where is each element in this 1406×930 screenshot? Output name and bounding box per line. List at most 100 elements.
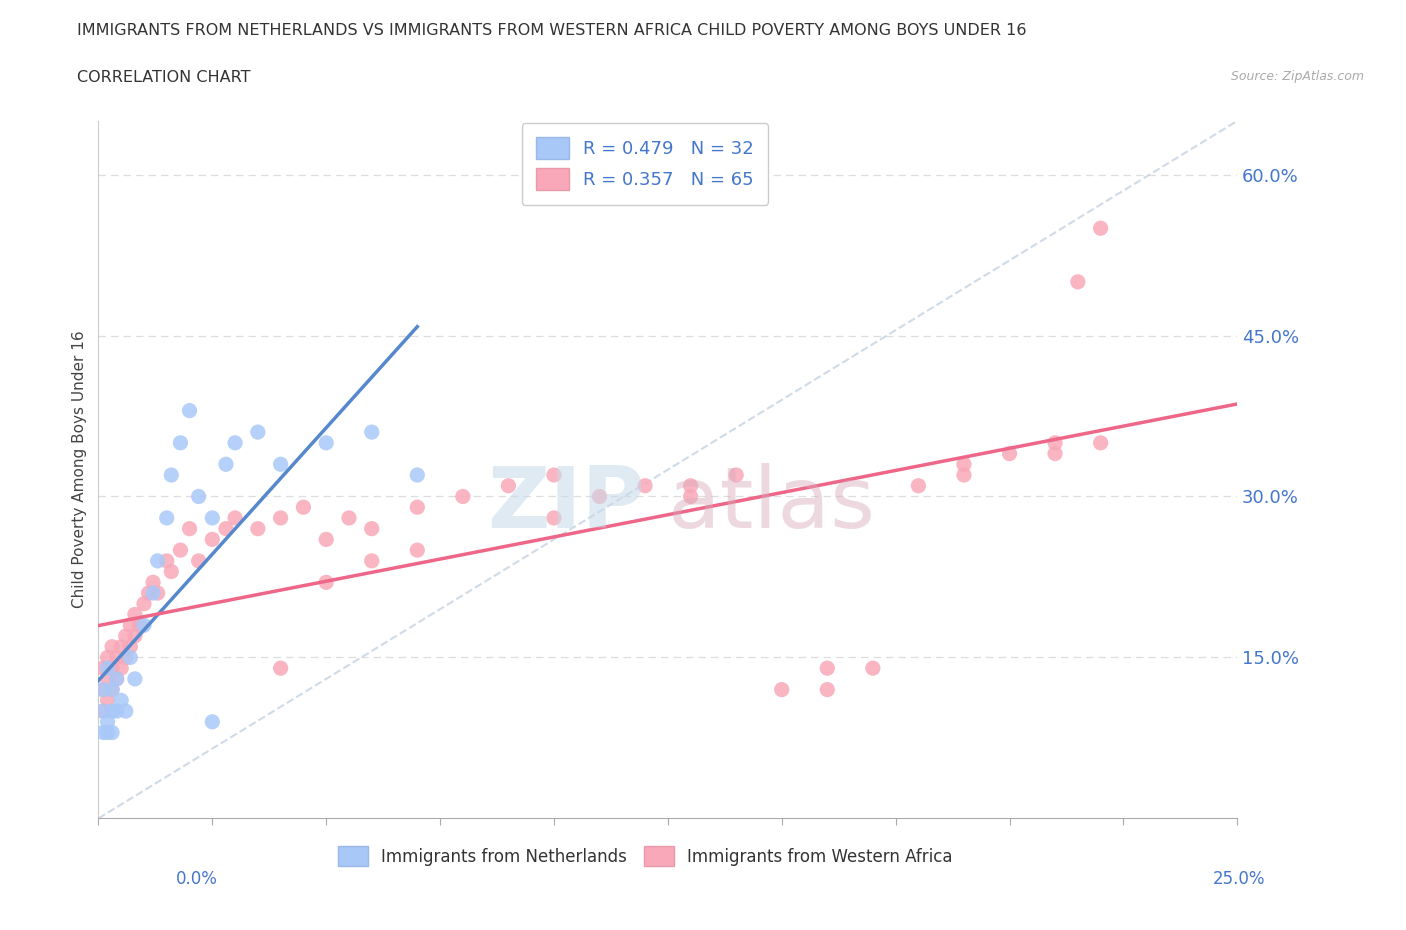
Point <box>169 435 191 450</box>
Point <box>224 511 246 525</box>
Point <box>406 499 429 514</box>
Point <box>91 683 114 698</box>
Point <box>91 683 114 698</box>
Text: 25.0%: 25.0% <box>1213 870 1265 887</box>
Point <box>120 618 142 632</box>
Point <box>101 725 124 740</box>
Point <box>105 671 128 686</box>
Point <box>132 618 155 632</box>
Point <box>451 489 474 504</box>
Point <box>105 650 128 665</box>
Point <box>201 511 224 525</box>
Point <box>132 596 155 611</box>
Point <box>406 543 429 558</box>
Point <box>634 478 657 493</box>
Text: atlas: atlas <box>668 463 876 546</box>
Point <box>315 435 337 450</box>
Point <box>105 671 128 686</box>
Point <box>953 457 976 472</box>
Point <box>360 553 382 568</box>
Point <box>215 457 238 472</box>
Point <box>270 457 292 472</box>
Point <box>315 532 337 547</box>
Point <box>142 586 165 601</box>
Point <box>91 704 114 719</box>
Text: ZIP: ZIP <box>488 463 645 546</box>
Point <box>770 683 793 698</box>
Point <box>91 660 114 675</box>
Point <box>96 714 118 729</box>
Point <box>815 660 838 675</box>
Point <box>201 714 224 729</box>
Point <box>270 511 292 525</box>
Point <box>315 575 337 590</box>
Legend: Immigrants from Netherlands, Immigrants from Western Africa: Immigrants from Netherlands, Immigrants … <box>330 839 959 873</box>
Point <box>270 660 292 675</box>
Point <box>110 693 132 708</box>
Point <box>128 618 150 632</box>
Point <box>114 629 136 644</box>
Text: Source: ZipAtlas.com: Source: ZipAtlas.com <box>1230 70 1364 83</box>
Point <box>96 650 118 665</box>
Point <box>679 478 702 493</box>
Point <box>160 468 183 483</box>
Point <box>953 468 976 483</box>
Point <box>101 683 124 698</box>
Point <box>96 693 118 708</box>
Point <box>187 489 209 504</box>
Point <box>124 629 146 644</box>
Point <box>360 425 382 440</box>
Point <box>110 639 132 654</box>
Point <box>179 404 201 418</box>
Point <box>91 725 114 740</box>
Point <box>246 521 269 536</box>
Point <box>360 521 382 536</box>
Point <box>101 639 124 654</box>
Point <box>101 660 124 675</box>
Point <box>96 671 118 686</box>
Point <box>160 565 183 579</box>
Point <box>91 704 114 719</box>
Point <box>120 650 142 665</box>
Point <box>114 704 136 719</box>
Point <box>156 553 179 568</box>
Point <box>201 532 224 547</box>
Point <box>142 575 165 590</box>
Point <box>138 586 160 601</box>
Point <box>114 650 136 665</box>
Point <box>1043 446 1066 461</box>
Point <box>179 521 201 536</box>
Point <box>543 511 565 525</box>
Point <box>124 607 146 622</box>
Point <box>101 683 124 698</box>
Point <box>679 489 702 504</box>
Point <box>105 704 128 719</box>
Point <box>498 478 520 493</box>
Point <box>337 511 360 525</box>
Point <box>187 553 209 568</box>
Point <box>246 425 269 440</box>
Point <box>1043 435 1066 450</box>
Point <box>96 725 118 740</box>
Point <box>1090 435 1112 450</box>
Point <box>110 660 132 675</box>
Point <box>101 704 124 719</box>
Point <box>998 446 1021 461</box>
Text: 0.0%: 0.0% <box>176 870 218 887</box>
Point <box>588 489 610 504</box>
Point <box>406 468 429 483</box>
Point <box>1067 274 1090 289</box>
Point <box>1090 220 1112 235</box>
Point <box>907 478 929 493</box>
Point <box>120 639 142 654</box>
Point <box>543 468 565 483</box>
Point <box>156 511 179 525</box>
Point <box>96 660 118 675</box>
Text: CORRELATION CHART: CORRELATION CHART <box>77 70 250 85</box>
Point <box>292 499 315 514</box>
Point <box>124 671 146 686</box>
Y-axis label: Child Poverty Among Boys Under 16: Child Poverty Among Boys Under 16 <box>72 331 87 608</box>
Point <box>146 553 169 568</box>
Point <box>224 435 246 450</box>
Text: IMMIGRANTS FROM NETHERLANDS VS IMMIGRANTS FROM WESTERN AFRICA CHILD POVERTY AMON: IMMIGRANTS FROM NETHERLANDS VS IMMIGRANT… <box>77 23 1026 38</box>
